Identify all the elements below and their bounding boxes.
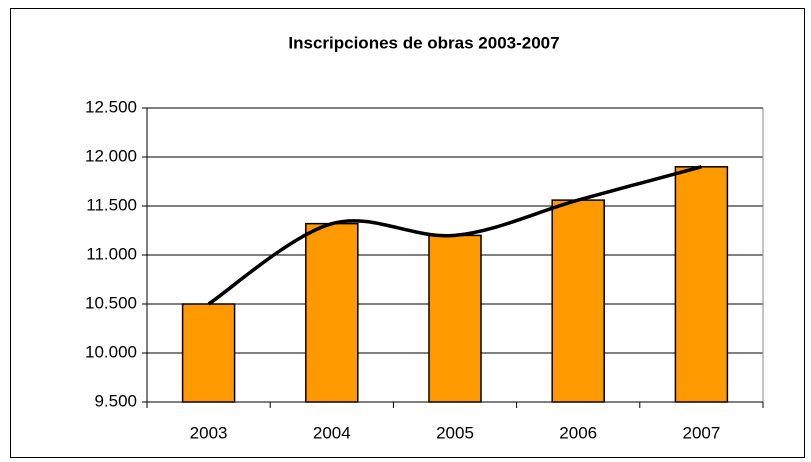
y-tick-label: 10.000 (85, 342, 137, 361)
x-tick-label: 2007 (682, 423, 720, 442)
x-tick-label: 2004 (313, 423, 351, 442)
bar (305, 222, 359, 403)
bar (428, 234, 482, 403)
y-tick-label: 11.500 (86, 195, 137, 214)
y-tick-label: 12.000 (85, 146, 137, 165)
x-tick-label: 2005 (436, 423, 474, 442)
y-tick-label: 10.500 (85, 293, 137, 312)
y-tick-label: 9.500 (94, 391, 137, 410)
y-tick-label: 11.000 (86, 244, 137, 263)
bar (674, 166, 729, 403)
chart-title: Inscripciones de obras 2003-2007 (288, 33, 559, 52)
bar (181, 303, 236, 403)
bar (551, 199, 605, 403)
x-tick-label: 2006 (559, 423, 597, 442)
chart-border (10, 8, 805, 458)
x-tick-label: 2003 (190, 423, 228, 442)
smooth-line (207, 165, 702, 306)
y-tick-label: 12.500 (85, 97, 137, 116)
